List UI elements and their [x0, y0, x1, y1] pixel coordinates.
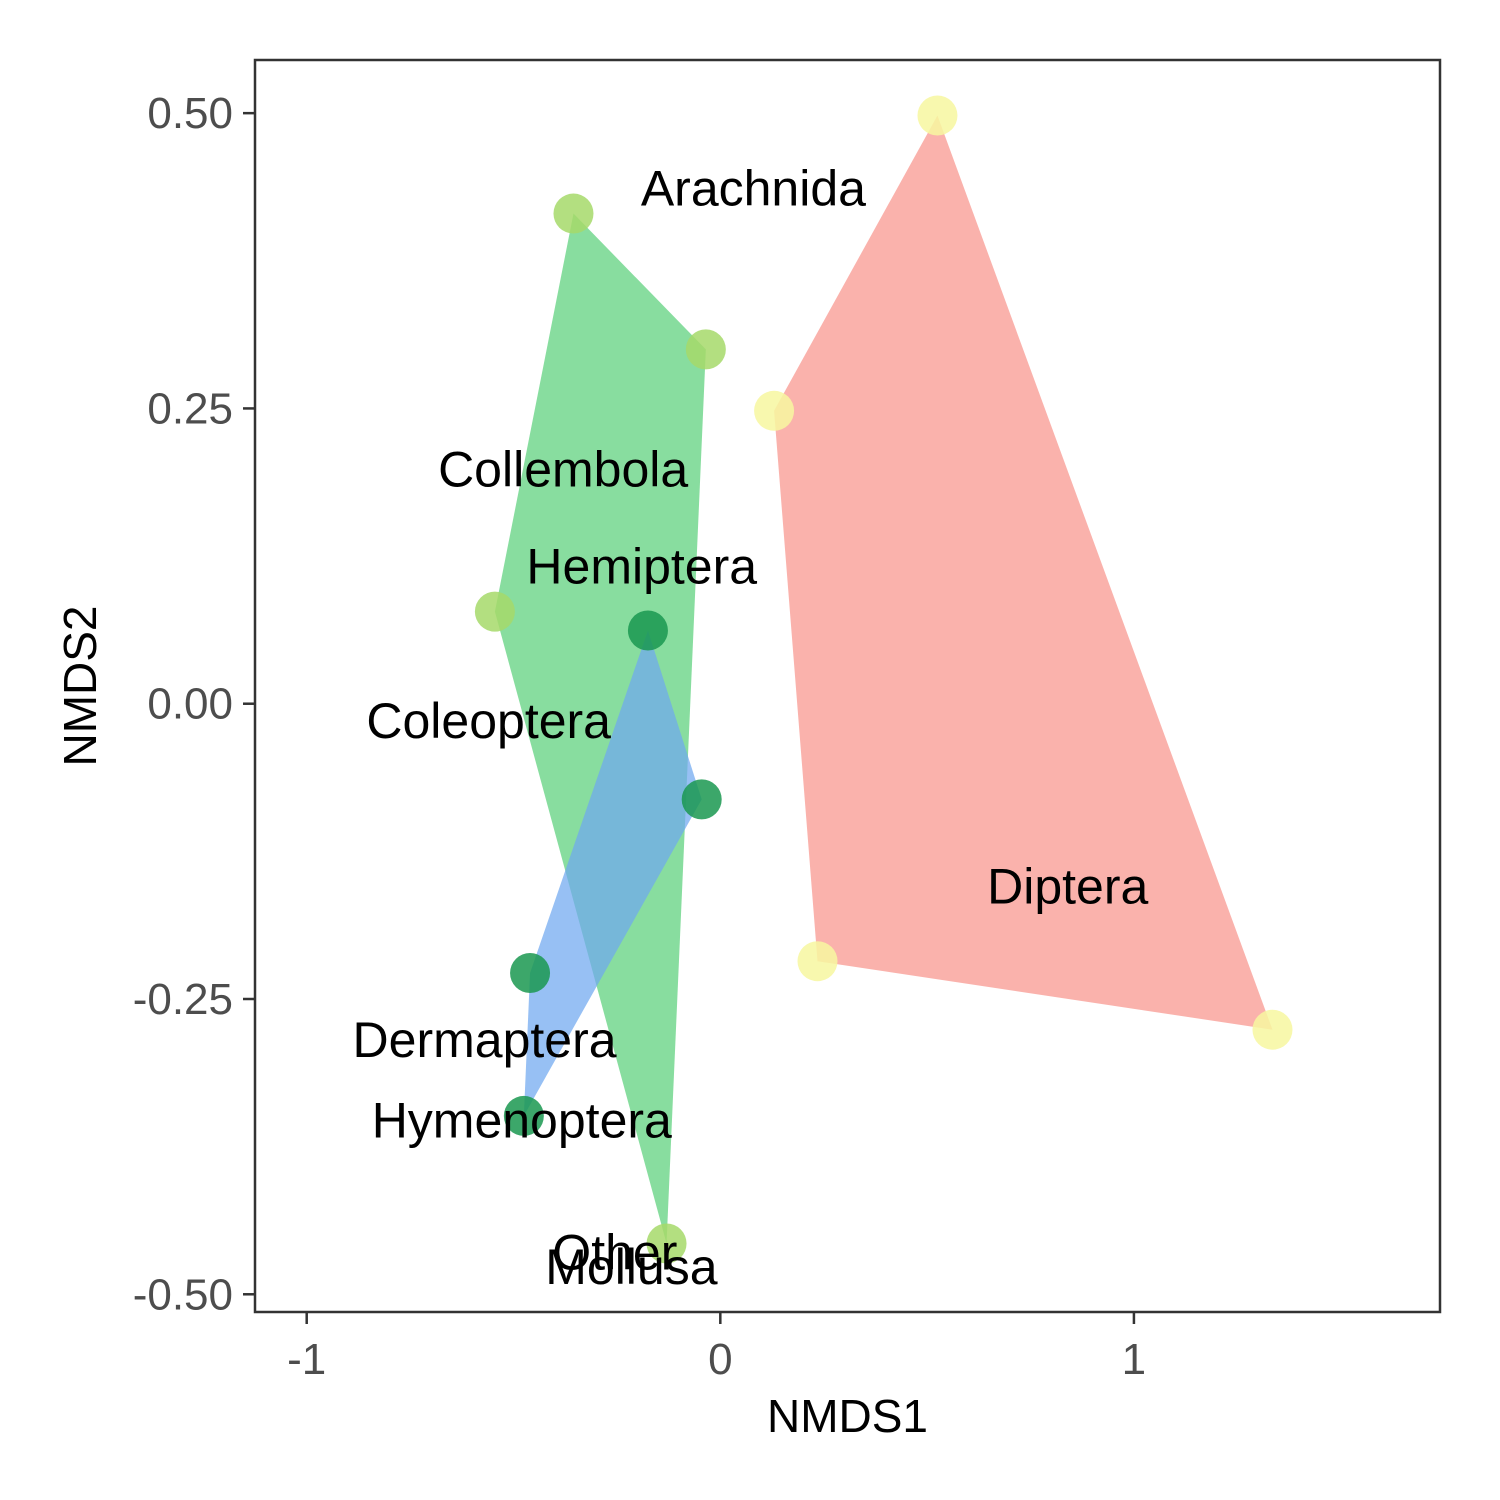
green-group-point-2: [474, 591, 515, 632]
red-group-point-0: [917, 95, 958, 136]
species-label-collembola: Collembola: [438, 442, 688, 498]
y-axis-title: NMDS2: [54, 605, 106, 766]
blue-group-point-3: [503, 1095, 544, 1136]
species-label-diptera: Diptera: [987, 859, 1148, 915]
species-label-hemiptera: Hemiptera: [526, 538, 757, 594]
red-group-hull: [774, 115, 1273, 1030]
species-label-other: Other: [552, 1225, 677, 1281]
y-axis: 0.50 0.25 0.00 -0.25 -0.50: [133, 89, 255, 1319]
species-label-arachnida: Arachnida: [641, 160, 866, 216]
green-group-point-1: [685, 329, 726, 370]
green-group-hull: [494, 213, 706, 1244]
species-label-dermaptera: Dermaptera: [353, 1012, 617, 1068]
y-tick-label: 0.50: [147, 89, 233, 138]
green-group-point-3: [646, 1223, 687, 1264]
green-group-point-0: [553, 193, 594, 234]
species-label-coleoptera: Coleoptera: [366, 693, 611, 749]
red-group-point-2: [797, 941, 838, 982]
x-tick-label: -1: [287, 1335, 326, 1384]
species-label-mollusa: Mollusa: [545, 1239, 717, 1295]
y-tick-label: -0.25: [133, 975, 233, 1024]
blue-group-point-1: [681, 779, 722, 820]
x-axis: -1 0 1: [287, 1312, 1146, 1384]
plot-panel-border: [253, 58, 1442, 1314]
red-group-point-3: [1252, 1009, 1293, 1050]
point-layer: [474, 95, 1293, 1264]
blue-group-point-0: [627, 610, 668, 651]
hull-layer: [494, 115, 1273, 1244]
x-axis-title: NMDS1: [767, 1390, 928, 1442]
red-group-point-1: [754, 390, 795, 431]
label-layer: Arachnida Collembola Hemiptera Coleoptera Di…: [353, 160, 1149, 1294]
y-tick-label: 0.25: [147, 384, 233, 433]
blue-group-point-2: [510, 953, 551, 994]
y-tick-label: -0.50: [133, 1270, 233, 1319]
y-tick-label: 0.00: [147, 680, 233, 729]
species-label-hymenoptera: Hymenoptera: [372, 1092, 672, 1148]
blue-group-hull: [523, 630, 702, 1116]
x-tick-label: 0: [708, 1335, 732, 1384]
x-tick-label: 1: [1122, 1335, 1146, 1384]
